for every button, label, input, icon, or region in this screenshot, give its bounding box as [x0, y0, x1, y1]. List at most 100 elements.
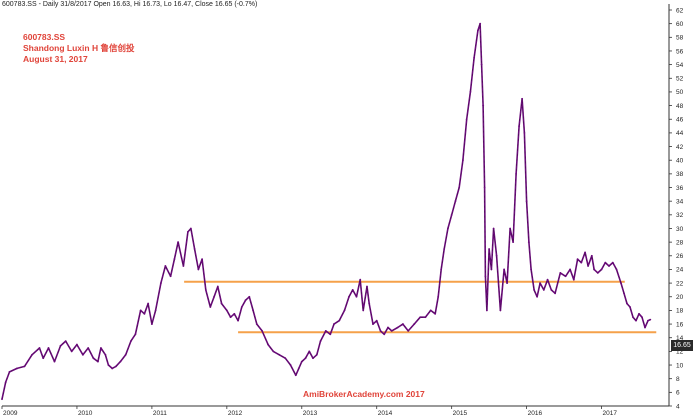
price-point — [488, 248, 491, 250]
watermark-text: AmiBrokerAcademy.com 2017 — [303, 389, 425, 399]
price-point — [252, 309, 254, 312]
price-point — [92, 357, 95, 360]
price-point — [413, 323, 416, 325]
price-point — [248, 295, 251, 298]
price-point — [244, 299, 247, 302]
price-point — [407, 329, 410, 332]
price-point — [16, 367, 18, 370]
y-tick-label: 30 — [676, 226, 684, 233]
price-point — [458, 186, 461, 189]
x-tick-label: 2016 — [528, 410, 543, 417]
price-point — [173, 258, 176, 261]
price-point — [593, 268, 595, 271]
price-point — [164, 265, 167, 267]
price-point — [348, 295, 350, 298]
x-tick-label: 2017 — [603, 410, 618, 417]
price-point — [182, 265, 185, 267]
price-point — [23, 365, 26, 368]
x-tick-label: 2014 — [378, 410, 393, 417]
price-point — [443, 248, 446, 250]
price-point — [134, 333, 137, 336]
price-point — [559, 271, 562, 274]
price-point — [204, 289, 207, 291]
price-point — [284, 357, 287, 360]
y-tick-label: 26 — [676, 253, 684, 260]
price-point — [312, 357, 314, 360]
price-point — [576, 258, 579, 261]
price-point — [542, 289, 545, 291]
price-point — [490, 268, 493, 271]
y-tick-label: 16 — [676, 321, 684, 328]
price-point — [107, 364, 110, 366]
price-point — [580, 261, 583, 264]
chart-date-label: August 31, 2017 — [23, 54, 88, 64]
price-point — [584, 251, 586, 254]
price-point — [626, 302, 628, 305]
price-point — [267, 343, 269, 346]
price-point — [76, 343, 78, 346]
y-tick-label: 44 — [676, 130, 684, 137]
price-point — [225, 309, 228, 312]
y-tick-label: 38 — [676, 171, 684, 178]
y-tick-label: 22 — [676, 280, 684, 287]
price-point — [104, 353, 107, 356]
price-point — [38, 347, 41, 349]
price-point — [47, 347, 50, 349]
price-point — [479, 22, 482, 25]
price-point — [229, 316, 232, 319]
price-point — [343, 309, 346, 312]
price-point — [546, 278, 549, 281]
price-point — [482, 104, 485, 107]
price-point — [31, 353, 33, 356]
price-point — [447, 227, 449, 230]
price-point — [1, 398, 3, 401]
price-point — [480, 63, 483, 66]
price-point — [300, 360, 303, 363]
price-point — [197, 268, 200, 271]
price-point — [209, 306, 212, 308]
price-point — [177, 241, 180, 244]
price-point — [193, 248, 196, 250]
price-point — [359, 278, 362, 281]
price-point — [383, 333, 386, 336]
price-point — [600, 268, 603, 271]
y-tick-label: 8 — [676, 376, 680, 383]
price-point — [201, 258, 204, 261]
y-tick-label: 56 — [676, 48, 684, 55]
y-tick-label: 34 — [676, 198, 684, 205]
price-point — [8, 370, 11, 373]
y-tick-label: 60 — [676, 21, 684, 28]
y-tick-label: 14 — [676, 335, 684, 342]
y-tick-label: 32 — [676, 212, 684, 219]
price-point — [387, 326, 389, 329]
price-point — [437, 295, 440, 298]
price-point — [402, 323, 404, 325]
price-bar-overlay — [1, 23, 651, 400]
price-point — [143, 312, 146, 315]
price-point — [647, 319, 649, 322]
price-point — [649, 318, 652, 321]
price-point — [4, 381, 7, 384]
price-point — [261, 329, 263, 332]
price-point — [632, 316, 634, 319]
price-point — [512, 241, 515, 244]
y-tick-label: 48 — [676, 103, 684, 110]
price-point — [429, 309, 432, 312]
y-tick-label: 40 — [676, 158, 684, 165]
price-point — [484, 275, 487, 278]
price-point — [506, 282, 509, 285]
price-line — [1, 22, 651, 400]
price-point — [623, 292, 625, 295]
price-point — [220, 302, 223, 305]
price-point — [572, 278, 575, 281]
price-point — [216, 285, 219, 288]
y-tick-label: 6 — [676, 390, 680, 397]
price-point — [233, 312, 236, 315]
price-point — [186, 230, 189, 233]
price-point — [485, 309, 488, 312]
y-tick-label: 58 — [676, 35, 684, 42]
price-point — [536, 295, 538, 298]
price-point — [615, 268, 618, 271]
price-point — [596, 271, 599, 274]
price-point — [440, 268, 443, 271]
